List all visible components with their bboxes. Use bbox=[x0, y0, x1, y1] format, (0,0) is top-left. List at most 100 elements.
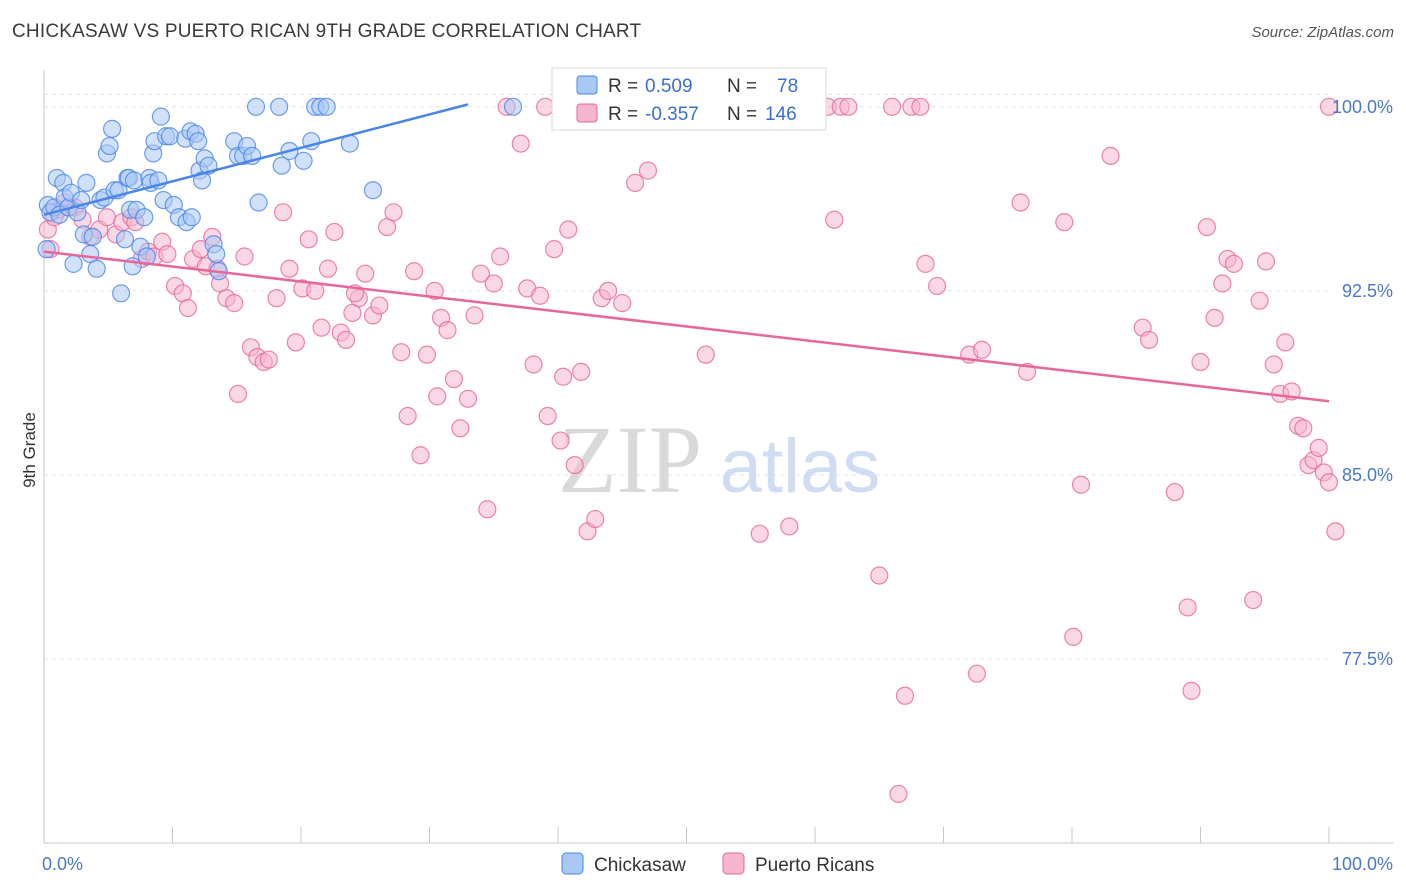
legend-n-label-1: N = bbox=[727, 104, 757, 125]
data-point bbox=[398, 406, 417, 426]
data-point bbox=[1294, 419, 1313, 438]
legend-n-0: 78 bbox=[777, 76, 798, 97]
data-point bbox=[64, 254, 83, 273]
data-point bbox=[1244, 590, 1263, 610]
data-point bbox=[491, 247, 510, 266]
legend-n-label-0: N = bbox=[727, 76, 757, 97]
data-point bbox=[586, 509, 605, 529]
data-point bbox=[839, 97, 858, 116]
data-point bbox=[160, 127, 180, 146]
data-point bbox=[97, 208, 117, 227]
source-label: Source: ZipAtlas.com bbox=[1251, 24, 1394, 41]
trend-line-pink bbox=[43, 250, 1330, 403]
legend-swatch-chickasaw bbox=[576, 75, 598, 95]
y-axis-title: 9th Grade bbox=[20, 412, 39, 488]
data-point bbox=[451, 419, 470, 438]
data-point bbox=[77, 173, 96, 192]
data-point bbox=[530, 286, 550, 305]
data-point bbox=[228, 384, 248, 404]
y-tick-label: 92.5% bbox=[1342, 281, 1393, 301]
data-point bbox=[1197, 217, 1217, 237]
data-point bbox=[151, 107, 171, 126]
data-point bbox=[916, 254, 935, 273]
data-point bbox=[280, 259, 299, 278]
data-point bbox=[889, 784, 908, 804]
data-point bbox=[882, 97, 902, 116]
data-point bbox=[1224, 254, 1244, 273]
data-point bbox=[551, 431, 570, 450]
legend-box bbox=[551, 67, 827, 131]
legend-r-label-1: R = bbox=[608, 104, 638, 125]
data-point bbox=[599, 281, 618, 300]
data-point bbox=[137, 247, 156, 266]
data-point bbox=[318, 259, 338, 278]
data-point bbox=[425, 281, 444, 300]
data-point bbox=[317, 97, 336, 116]
data-point bbox=[911, 97, 930, 116]
data-point bbox=[1139, 330, 1159, 350]
data-point bbox=[1256, 252, 1276, 271]
data-point bbox=[511, 134, 530, 153]
data-point bbox=[249, 193, 268, 212]
data-point bbox=[565, 455, 584, 475]
data-point bbox=[458, 389, 478, 408]
data-point bbox=[559, 220, 578, 239]
data-point bbox=[273, 203, 293, 222]
data-point bbox=[336, 330, 356, 350]
series-legend-puerto-ricans: Puerto Ricans bbox=[755, 855, 874, 876]
y-tick-label: 77.5% bbox=[1342, 649, 1393, 669]
data-point bbox=[428, 387, 447, 406]
data-point bbox=[404, 262, 424, 281]
data-point bbox=[696, 345, 715, 364]
data-point bbox=[524, 355, 543, 374]
data-point bbox=[465, 306, 484, 325]
watermark-atlas: atlas bbox=[720, 424, 881, 509]
data-point bbox=[182, 208, 201, 227]
data-point bbox=[1276, 333, 1295, 352]
data-point bbox=[625, 173, 645, 192]
stats-legend: R = 0.509 N = 78 R = -0.357 N = 146 bbox=[551, 67, 827, 131]
data-point bbox=[83, 227, 102, 246]
data-point bbox=[471, 264, 490, 283]
data-point bbox=[103, 119, 122, 138]
data-point bbox=[363, 181, 383, 200]
legend-r-label-0: R = bbox=[608, 76, 638, 97]
data-point bbox=[554, 367, 573, 386]
data-point bbox=[444, 370, 464, 389]
data-point bbox=[392, 343, 411, 362]
data-point bbox=[1064, 627, 1083, 646]
x-tick-label-min: 0.0% bbox=[42, 854, 83, 874]
series-legend: Chickasaw Puerto Ricans bbox=[561, 852, 874, 876]
data-point bbox=[1165, 482, 1184, 502]
data-point bbox=[384, 203, 403, 222]
data-point bbox=[870, 566, 889, 585]
data-point bbox=[536, 97, 555, 116]
data-point bbox=[207, 244, 226, 264]
data-point bbox=[613, 294, 632, 313]
data-point bbox=[158, 244, 177, 264]
data-point bbox=[1191, 352, 1210, 372]
series-legend-swatch-puerto-ricans bbox=[722, 852, 745, 875]
data-point bbox=[225, 294, 244, 313]
data-point bbox=[825, 210, 844, 229]
x-tick-labels: 0.0% 100.0% bbox=[42, 854, 1393, 874]
gridlines bbox=[44, 94, 1329, 660]
watermark-zip: ZIP bbox=[558, 406, 702, 513]
data-point bbox=[478, 500, 497, 519]
data-point bbox=[750, 524, 769, 543]
axes bbox=[43, 70, 1393, 844]
y-tick-labels: 77.5% 85.0% 92.5% 100.0% bbox=[1332, 97, 1393, 669]
legend-n-1: 146 bbox=[765, 104, 797, 125]
data-point bbox=[1055, 213, 1074, 232]
y-tick-label: 100.0% bbox=[1332, 97, 1393, 117]
data-point bbox=[545, 240, 564, 259]
data-point bbox=[370, 296, 389, 315]
series-legend-swatch-chickasaw bbox=[561, 852, 584, 875]
data-point bbox=[267, 289, 286, 308]
legend-r-0: 0.509 bbox=[645, 76, 693, 97]
data-point bbox=[246, 97, 266, 116]
data-point bbox=[37, 240, 56, 259]
y-tick-label: 85.0% bbox=[1342, 465, 1393, 485]
data-point bbox=[638, 161, 658, 180]
data-point bbox=[1101, 146, 1120, 165]
